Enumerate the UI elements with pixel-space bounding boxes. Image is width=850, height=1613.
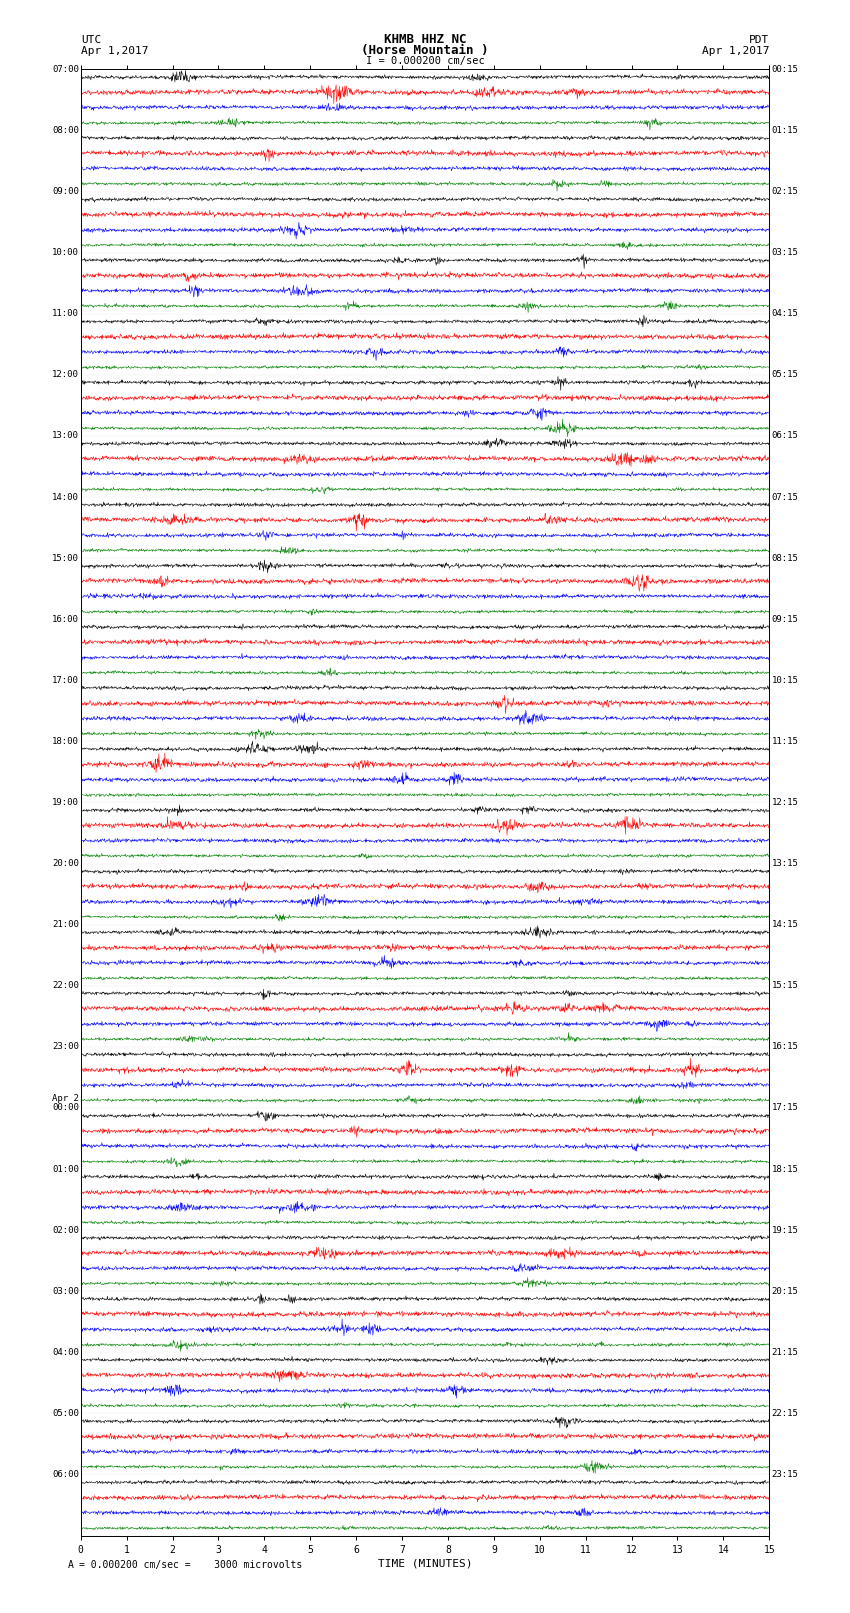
X-axis label: TIME (MINUTES): TIME (MINUTES) xyxy=(377,1558,473,1569)
Text: 19:00: 19:00 xyxy=(52,798,79,806)
Text: 08:00: 08:00 xyxy=(52,126,79,135)
Text: 10:15: 10:15 xyxy=(772,676,799,686)
Text: 03:00: 03:00 xyxy=(52,1287,79,1295)
Text: PDT: PDT xyxy=(749,34,769,45)
Text: 20:15: 20:15 xyxy=(772,1287,799,1295)
Text: 21:00: 21:00 xyxy=(52,919,79,929)
Text: 17:00: 17:00 xyxy=(52,676,79,686)
Text: 11:00: 11:00 xyxy=(52,310,79,318)
Text: 15:15: 15:15 xyxy=(772,981,799,990)
Text: 12:00: 12:00 xyxy=(52,371,79,379)
Text: 13:15: 13:15 xyxy=(772,860,799,868)
Text: 00:15: 00:15 xyxy=(772,65,799,74)
Text: 22:15: 22:15 xyxy=(772,1408,799,1418)
Text: 16:15: 16:15 xyxy=(772,1042,799,1052)
Text: 22:00: 22:00 xyxy=(52,981,79,990)
Text: 08:15: 08:15 xyxy=(772,553,799,563)
Text: 14:00: 14:00 xyxy=(52,492,79,502)
Text: 01:00: 01:00 xyxy=(52,1165,79,1174)
Text: 00:00: 00:00 xyxy=(52,1103,79,1113)
Text: 05:15: 05:15 xyxy=(772,371,799,379)
Text: = 0.000200 cm/sec =    3000 microvolts: = 0.000200 cm/sec = 3000 microvolts xyxy=(79,1560,303,1569)
Text: Apr 1,2017: Apr 1,2017 xyxy=(702,45,769,56)
Text: Apr 1,2017: Apr 1,2017 xyxy=(81,45,148,56)
Text: 19:15: 19:15 xyxy=(772,1226,799,1234)
Text: 02:00: 02:00 xyxy=(52,1226,79,1234)
Text: I = 0.000200 cm/sec: I = 0.000200 cm/sec xyxy=(366,56,484,66)
Text: (Horse Mountain ): (Horse Mountain ) xyxy=(361,44,489,58)
Text: 06:15: 06:15 xyxy=(772,431,799,440)
Text: 10:00: 10:00 xyxy=(52,248,79,256)
Text: 20:00: 20:00 xyxy=(52,860,79,868)
Text: KHMB HHZ NC: KHMB HHZ NC xyxy=(383,32,467,47)
Text: 18:00: 18:00 xyxy=(52,737,79,745)
Text: 14:15: 14:15 xyxy=(772,919,799,929)
Text: 15:00: 15:00 xyxy=(52,553,79,563)
Text: 23:00: 23:00 xyxy=(52,1042,79,1052)
Text: 18:15: 18:15 xyxy=(772,1165,799,1174)
Text: 23:15: 23:15 xyxy=(772,1469,799,1479)
Text: 13:00: 13:00 xyxy=(52,431,79,440)
Text: 07:00: 07:00 xyxy=(52,65,79,74)
Text: 16:00: 16:00 xyxy=(52,615,79,624)
Text: 12:15: 12:15 xyxy=(772,798,799,806)
Text: 04:00: 04:00 xyxy=(52,1348,79,1357)
Text: 17:15: 17:15 xyxy=(772,1103,799,1113)
Text: 01:15: 01:15 xyxy=(772,126,799,135)
Text: 04:15: 04:15 xyxy=(772,310,799,318)
Text: 11:15: 11:15 xyxy=(772,737,799,745)
Text: 03:15: 03:15 xyxy=(772,248,799,256)
Text: Apr 2: Apr 2 xyxy=(52,1094,79,1103)
Text: 09:00: 09:00 xyxy=(52,187,79,197)
Text: 21:15: 21:15 xyxy=(772,1348,799,1357)
Text: A: A xyxy=(68,1560,74,1569)
Text: 05:00: 05:00 xyxy=(52,1408,79,1418)
Text: 02:15: 02:15 xyxy=(772,187,799,197)
Text: 09:15: 09:15 xyxy=(772,615,799,624)
Text: 07:15: 07:15 xyxy=(772,492,799,502)
Text: 06:00: 06:00 xyxy=(52,1469,79,1479)
Text: UTC: UTC xyxy=(81,34,101,45)
